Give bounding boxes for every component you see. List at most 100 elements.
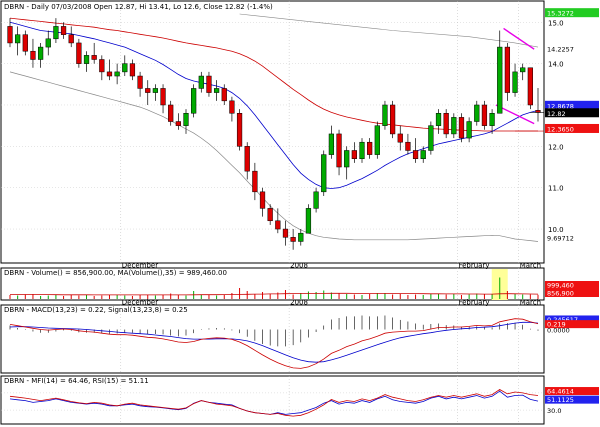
candle-body — [213, 88, 220, 93]
candle-body — [466, 121, 472, 139]
candle-body — [76, 42, 82, 64]
mfi-label-text: 64.4614 — [547, 388, 574, 396]
candle-body — [298, 232, 304, 242]
candle-body — [252, 170, 258, 193]
x-axis-label: March — [520, 262, 541, 270]
candle-body — [382, 104, 388, 126]
ma-very-long-line — [9, 71, 539, 242]
price-label-tag — [545, 100, 599, 110]
price-label-text: 14.2257 — [547, 46, 574, 54]
upper-band-line — [239, 13, 539, 48]
macd-line — [9, 318, 539, 369]
candle-body — [191, 88, 197, 114]
trend-annotation-line — [503, 27, 535, 50]
candle-body — [328, 133, 335, 155]
price-tick-label: 15.0 — [548, 19, 564, 27]
candle-body — [244, 146, 250, 172]
candle-body — [152, 88, 159, 93]
mfi-panel-title: DBRN - MFI(14) = 64.46, RSI(15) = 51.11 — [4, 377, 149, 385]
price-panel-title: DBRN - Daily 07/03/2008 Open 12.87, Hi 1… — [4, 3, 273, 11]
candle-body — [53, 26, 59, 40]
macd-panel-frame — [0, 304, 545, 374]
candle-body — [321, 154, 327, 193]
candle-body — [122, 63, 128, 73]
volume-label-text: 999,460 — [547, 282, 574, 290]
candle-body — [389, 104, 396, 135]
mfi-label-tag — [545, 387, 599, 396]
candle-body — [412, 150, 419, 159]
candle-body — [458, 117, 465, 139]
x-axis-label: February — [458, 262, 489, 270]
candle-body — [259, 191, 266, 209]
candle-body — [504, 46, 511, 93]
price-label-text: 15.3272 — [547, 10, 574, 18]
volume-x-axis-label: March — [520, 299, 541, 307]
price-tick-label: 12.0 — [548, 143, 564, 151]
candle-body — [15, 34, 21, 44]
candle-body — [535, 110, 541, 113]
volume-x-axis-label: 2008 — [290, 299, 308, 307]
mfi-label-text: 30.0 — [547, 407, 561, 415]
price-tick-label: 11.0 — [548, 185, 564, 193]
candle-body — [83, 55, 90, 64]
volume-label-text: 856,900 — [547, 290, 574, 298]
candle-body — [344, 150, 350, 168]
candle-body — [145, 88, 151, 93]
candle-body — [236, 113, 243, 147]
candle-body — [305, 208, 312, 234]
candle-body — [30, 50, 36, 60]
candle-body — [137, 75, 143, 89]
candle-body — [367, 141, 373, 155]
candle-body — [198, 75, 204, 89]
macd-label-text: 0.0000 — [547, 327, 570, 335]
price-label-text: 9.69712 — [547, 235, 574, 243]
candle-body — [443, 113, 449, 135]
volume-panel-title: DBRN - Volume() = 856,900.00, MA(Volume(… — [4, 269, 227, 277]
candle-body — [129, 63, 136, 77]
candle-body — [405, 141, 411, 151]
price-tick-label: 10.0 — [548, 226, 564, 234]
candle-body — [359, 141, 365, 159]
price-tick-label: 14.0 — [548, 61, 564, 69]
macd-panel-title: DBRN - MACD(13,23) = 0.22, Signal(13,23,… — [4, 306, 188, 314]
candle-body — [37, 46, 44, 60]
candle-body — [374, 125, 380, 155]
candle-body — [206, 75, 212, 93]
candle-body — [168, 104, 174, 122]
candle-body — [336, 133, 342, 168]
candle-body — [175, 121, 181, 126]
candle-body — [160, 88, 166, 106]
candle-body — [420, 150, 426, 159]
volume-x-axis-label: December — [122, 299, 158, 307]
candle-body — [512, 71, 518, 93]
candle-body — [527, 67, 533, 106]
price-label-tag — [545, 108, 599, 118]
candle-body — [474, 104, 480, 122]
candle-body — [22, 34, 28, 52]
ma-long-line — [9, 17, 538, 132]
candle-body — [428, 125, 434, 151]
mfi-line — [9, 389, 539, 417]
candle-body — [313, 191, 319, 209]
price-label-tag — [545, 123, 599, 133]
x-axis-label: 2008 — [290, 262, 308, 270]
volume-ma-line — [10, 292, 539, 296]
mfi-label-tag — [545, 395, 599, 404]
candle-body — [282, 228, 289, 238]
x-axis-label: December — [122, 262, 158, 270]
candle-body — [60, 26, 67, 35]
candle-body — [229, 100, 235, 114]
candle-body — [7, 26, 13, 44]
candle-body — [45, 38, 51, 48]
volume-label-tag — [545, 289, 599, 297]
mfi-panel-frame — [0, 375, 545, 425]
candle-body — [451, 117, 457, 135]
mfi-label-text: 51.1125 — [547, 396, 574, 404]
candle-body — [497, 46, 503, 114]
ma-short-line — [9, 21, 539, 189]
candle-body — [481, 104, 488, 126]
price-label-text: 12.3650 — [547, 125, 574, 133]
candle-body — [91, 55, 97, 60]
candle-body — [290, 237, 296, 242]
